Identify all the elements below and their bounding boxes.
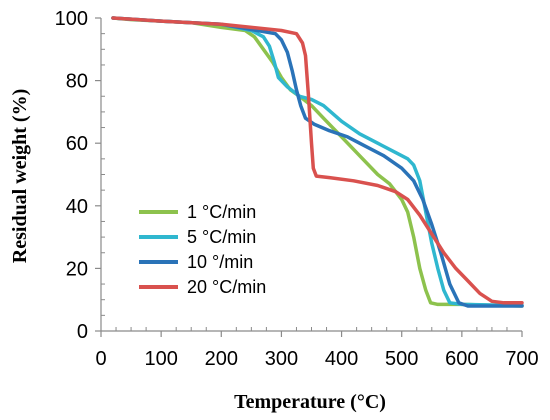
x-tick-label: 100 <box>144 348 177 370</box>
y-tick-label: 100 <box>55 8 88 30</box>
y-tick-label: 80 <box>66 71 88 93</box>
x-axis-title: Temperature (°C) <box>234 391 386 413</box>
legend-label-4: 20 °C/min <box>187 277 266 297</box>
y-tick-label: 40 <box>66 196 88 218</box>
legend: 1 °C/min 5 °C/min 10 °/min 20 °C/min <box>139 202 266 297</box>
series-layer <box>111 16 524 308</box>
legend-label-3: 10 °/min <box>187 252 253 272</box>
series-line-3 <box>111 16 524 308</box>
x-tick-label: 700 <box>505 348 538 370</box>
x-tick-label: 0 <box>95 348 106 370</box>
y-tick-label: 60 <box>66 133 88 155</box>
legend-label-2: 5 °C/min <box>187 227 256 247</box>
x-tick-label: 400 <box>325 348 358 370</box>
x-tick-label: 600 <box>445 348 478 370</box>
legend-label-1: 1 °C/min <box>187 202 256 222</box>
x-tick-label: 200 <box>205 348 238 370</box>
axes-layer: 0 100 200 300 400 500 600 700 0 20 40 60 80 100 <box>55 8 539 370</box>
series-line-4 <box>111 16 524 305</box>
x-tick-label: 300 <box>265 348 298 370</box>
series-line-1 <box>111 16 524 308</box>
y-tick-label: 20 <box>66 258 88 280</box>
x-tick-label: 500 <box>385 348 418 370</box>
y-tick-label: 0 <box>77 321 88 343</box>
series-line-2 <box>111 16 524 308</box>
y-axis-title: Residual weight (%) <box>9 89 31 263</box>
